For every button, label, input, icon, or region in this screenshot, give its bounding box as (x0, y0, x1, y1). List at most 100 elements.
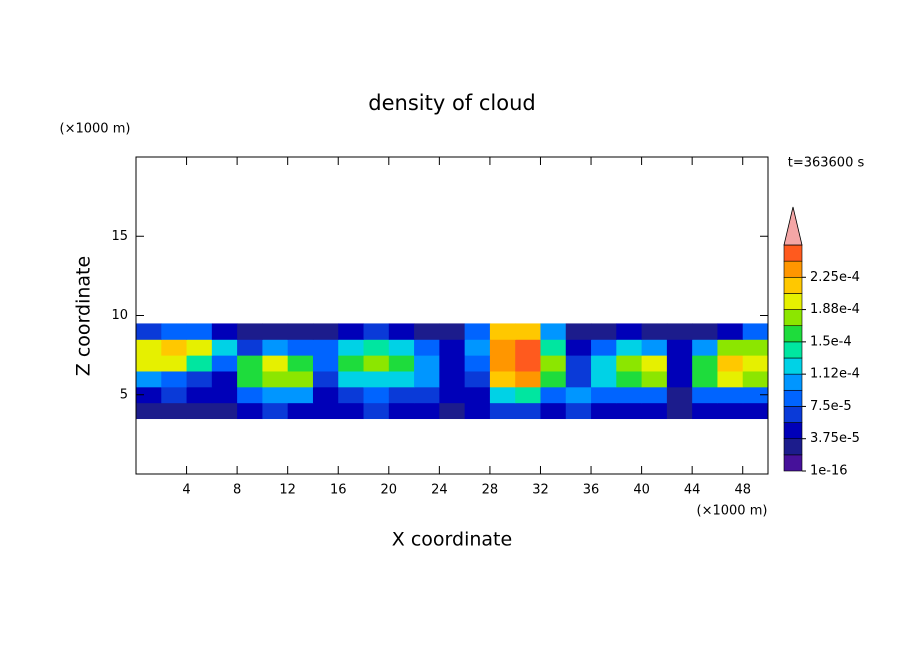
contour-cell (692, 323, 718, 340)
contour-cell (439, 323, 466, 340)
contour-cell (439, 339, 466, 356)
x-tick-label: 16 (330, 483, 347, 498)
contour-cell (237, 323, 263, 340)
contour-cell (312, 339, 339, 356)
contour-cell (641, 402, 668, 420)
contour-cell (489, 402, 516, 420)
colorbar-band (783, 422, 803, 440)
contour-cell (161, 323, 188, 340)
contour-cell (136, 402, 162, 420)
contour-cell (414, 323, 440, 340)
contour-cell (464, 386, 491, 404)
contour-cell (287, 339, 314, 356)
contour-cell (414, 355, 440, 372)
contour-cell (363, 402, 390, 420)
contour-cell (742, 339, 769, 356)
colorbar-extension (783, 206, 803, 246)
x-tick-label: 20 (381, 483, 398, 498)
colorbar-band (783, 389, 803, 407)
contour-cell (414, 339, 440, 356)
contour-cell (136, 370, 162, 388)
contour-cell (287, 370, 314, 388)
y-tick-label: 15 (111, 229, 128, 244)
x-unit: (×1000 m) (697, 504, 768, 519)
contour-cell (616, 402, 643, 420)
contour-cell (211, 323, 238, 340)
contour-cell (515, 370, 541, 388)
contour-cell (641, 323, 668, 340)
contour-cell (489, 386, 516, 404)
contour-cell (262, 402, 289, 420)
y-unit: (×1000 m) (60, 122, 131, 137)
contour-cell (489, 355, 516, 372)
contour-cell (591, 339, 617, 356)
contour-cell (565, 323, 592, 340)
contour-cell (312, 323, 339, 340)
contour-cell (287, 402, 314, 420)
contour-cell (161, 339, 188, 356)
contour-cell (439, 386, 466, 404)
colorbar-band (783, 309, 803, 327)
colorbar-tick-label: 3.75e-5 (810, 431, 860, 446)
contour-cell (363, 323, 390, 340)
contour-cell (540, 323, 567, 340)
contour-cell (717, 402, 744, 420)
colorbar-tick-label: 2.25e-4 (810, 270, 860, 285)
x-tick-label: 24 (431, 483, 448, 498)
contour-cell (565, 402, 592, 420)
contour-cell (161, 402, 188, 420)
contour-cell (161, 355, 188, 372)
contour-cell (338, 370, 365, 388)
x-tick-label: 32 (532, 483, 549, 498)
contour-cell (515, 339, 541, 356)
contour-cell (338, 355, 365, 372)
contour-cell (237, 386, 263, 404)
contour-cell (186, 323, 213, 340)
colorbar-tick-label: 7.5e-5 (810, 399, 852, 414)
x-tick-label: 8 (233, 483, 241, 498)
contour-cell (515, 386, 541, 404)
x-tick-label: 12 (279, 483, 296, 498)
contour-cell (388, 402, 415, 420)
contour-cell (338, 339, 365, 356)
contour-cell (161, 386, 188, 404)
colorbar-tick-label: 1.5e-4 (810, 334, 852, 349)
colorbar-band (783, 406, 803, 423)
contour-cell (717, 386, 744, 404)
plot-frame (135, 156, 769, 475)
contour-cell (211, 402, 238, 420)
contour-cell (136, 386, 162, 404)
x-tick-label: 4 (182, 483, 190, 498)
contour-cell (692, 355, 718, 372)
contour-cell (742, 323, 769, 340)
contour-cell (186, 355, 213, 372)
contour-cell (591, 386, 617, 404)
contour-cell (641, 386, 668, 404)
chart-title: density of cloud (368, 91, 535, 115)
contour-cell (641, 370, 668, 388)
contour-cell (262, 355, 289, 372)
contour-cell (616, 386, 643, 404)
contour-cell (388, 355, 415, 372)
contour-cell (237, 355, 263, 372)
contour-cell (262, 386, 289, 404)
contour-cell (388, 370, 415, 388)
contour-cell (666, 370, 693, 388)
contour-cell (287, 386, 314, 404)
colorbar-band (783, 293, 803, 310)
contour-cell (591, 355, 617, 372)
contour-cell (237, 402, 263, 420)
contour-cell (414, 386, 440, 404)
contour-cell (439, 370, 466, 388)
x-tick-label: 28 (482, 483, 499, 498)
colorbar-band (783, 341, 803, 359)
contour-cell (540, 355, 567, 372)
contour-cell (262, 323, 289, 340)
y-tick-label: 5 (120, 387, 128, 402)
contour-cell (439, 402, 466, 420)
colorbar-band (783, 260, 803, 278)
contour-cell (515, 402, 541, 420)
contour-cell (717, 339, 744, 356)
contour-cell (464, 402, 491, 420)
